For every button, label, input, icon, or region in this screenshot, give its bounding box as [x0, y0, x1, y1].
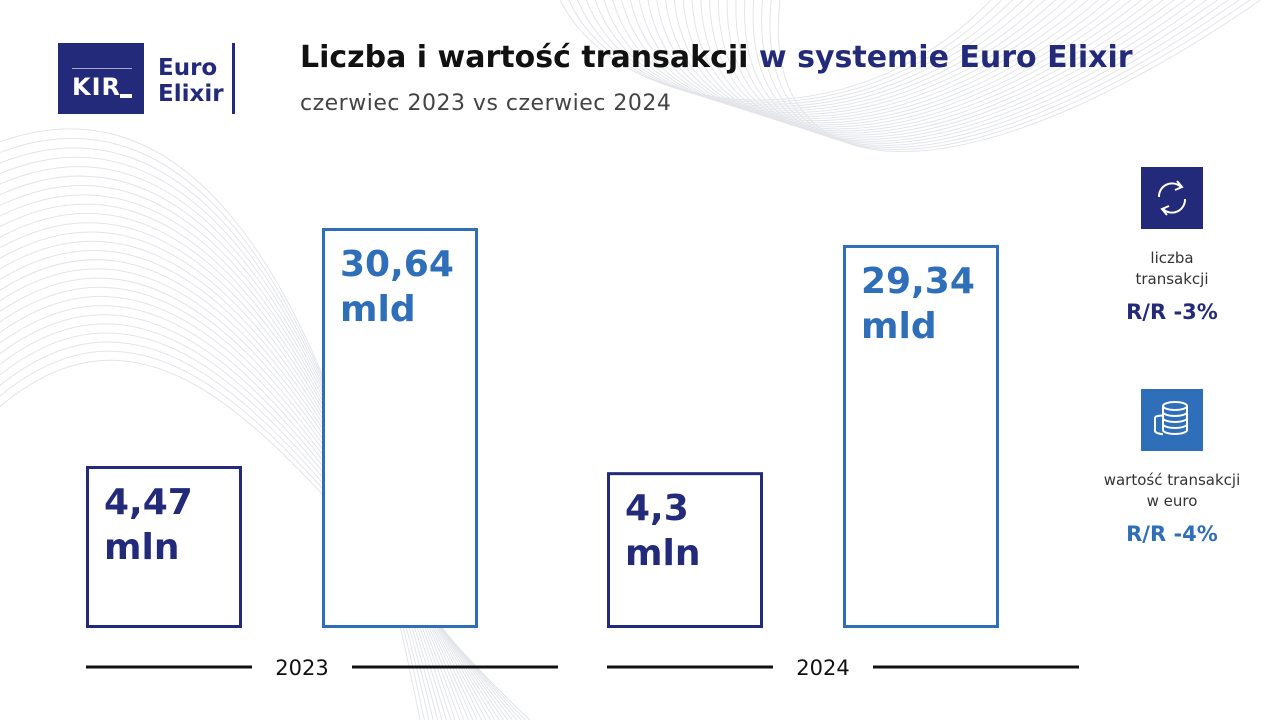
bar-value-2023 [322, 228, 478, 628]
legend-yoy-count: R/R -3% [1126, 300, 1218, 324]
kir-logo-underscore [120, 94, 132, 98]
category-label-2024: 2024 [796, 656, 849, 680]
bar-label-value-2023-0: 30,64 [340, 244, 454, 285]
legend-label-value: wartość transakcji w euro [1072, 470, 1272, 512]
kir-logo-mark: KIR [58, 43, 144, 114]
category-label-2023: 2023 [275, 656, 328, 680]
page-subtitle: czerwiec 2023 vs czerwiec 2024 [300, 91, 672, 116]
bar-count-2023 [86, 466, 242, 628]
bar-count-2024 [607, 472, 763, 628]
logo-divider [232, 43, 235, 114]
bar-label-count-2024-0: 4,3 [625, 488, 689, 529]
legend-count-line1: liczba [1150, 249, 1194, 267]
legend-label-count: liczba transakcji [1072, 248, 1272, 290]
bar-label-value-2024-0: 29,34 [861, 261, 975, 302]
title-accent: w systemie Euro Elixir [758, 40, 1133, 75]
legend-value-line2: w euro [1146, 492, 1198, 510]
bar-label-value-2024-1: mld [861, 306, 937, 347]
coins-stack-icon [1141, 389, 1203, 451]
title-main: Liczba i wartość transakcji [300, 40, 749, 75]
bar-label-count-2023-1: mln [104, 527, 179, 568]
bar-label-count-2024-1: mln [625, 533, 700, 574]
legend-yoy-value: R/R -4% [1126, 522, 1218, 546]
logo-word-euro: Euro [158, 55, 218, 81]
kir-euro-elixir-logo: KIR Euro Elixir [58, 43, 238, 115]
exchange-arrows-icon [1141, 167, 1203, 229]
bar-label-count-2023-0: 4,47 [104, 482, 193, 523]
logo-word-elixir: Elixir [158, 81, 224, 107]
legend-count-line2: transakcji [1135, 270, 1209, 288]
legend-value-line1: wartość transakcji [1103, 471, 1241, 489]
page-title: Liczba i wartość transakcji w systemie E… [300, 40, 1133, 75]
bar-label-value-2023-1: mld [340, 289, 416, 330]
kir-logo-text: KIR [72, 73, 122, 101]
kir-logo-line [72, 68, 132, 69]
bar-value-2024 [843, 244, 999, 628]
